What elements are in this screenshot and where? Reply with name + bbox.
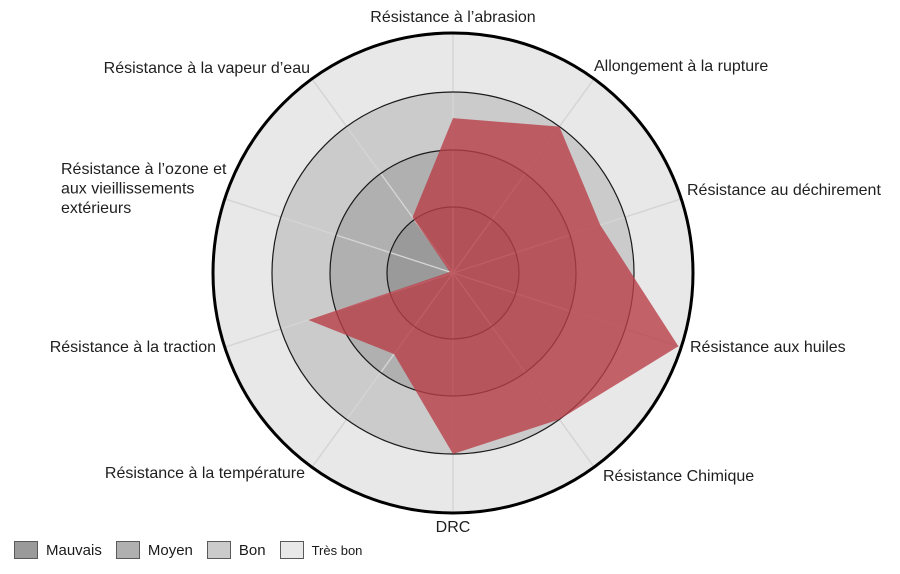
legend-label: Bon xyxy=(238,541,266,559)
data-polygon xyxy=(308,118,679,454)
legend: Mauvais Moyen Bon Très bon xyxy=(14,541,376,559)
axis-label-ozone-vieillissements: Résistance à l’ozone et aux vieillissemen… xyxy=(61,161,227,217)
legend-swatch-moyen xyxy=(115,541,140,559)
legend-label: Mauvais xyxy=(46,541,102,559)
legend-swatch-tres-bon xyxy=(279,541,304,559)
legend-item-mauvais: Mauvais xyxy=(14,541,102,559)
legend-label: Moyen xyxy=(147,541,193,559)
axis-label-traction: Résistance à la traction xyxy=(50,339,216,356)
legend-swatch-mauvais xyxy=(14,541,38,559)
axis-label-dechirement: Résistance au déchirement xyxy=(687,182,881,199)
axis-labels: Résistance à l’abrasion Allongement à la … xyxy=(50,9,882,536)
radar-chart: Résistance à l’abrasion Allongement à la … xyxy=(50,9,882,536)
axis-label-chimique: Résistance Chimique xyxy=(603,468,754,485)
axis-label-drc: DRC xyxy=(436,519,471,536)
legend-item-moyen: Moyen xyxy=(115,541,193,559)
axis-label-allongement-rupture: Allongement à la rupture xyxy=(594,58,768,75)
axis-label-huiles: Résistance aux huiles xyxy=(690,339,846,356)
legend-swatch-bon xyxy=(206,541,231,559)
outer-circle xyxy=(211,31,695,515)
legend-item-tres-bon: Très bon xyxy=(279,541,363,559)
legend-item-bon: Bon xyxy=(206,541,266,559)
axis-label-temperature: Résistance à la température xyxy=(105,465,305,482)
legend-label: Très bon xyxy=(311,542,363,558)
axis-label-vapeur-eau: Résistance à la vapeur d’eau xyxy=(104,60,310,77)
spoke-ozone-vieillissements xyxy=(224,198,454,274)
axis-label-abrasion: Résistance à l’abrasion xyxy=(370,9,535,26)
